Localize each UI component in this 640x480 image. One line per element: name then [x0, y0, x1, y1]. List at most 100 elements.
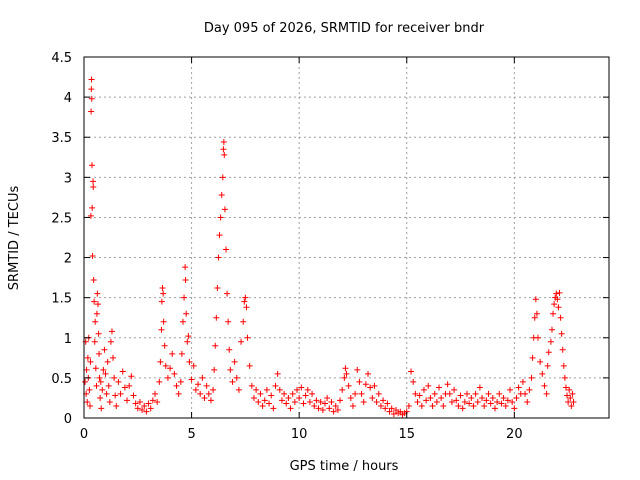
data-point: [88, 95, 95, 102]
data-point: [504, 397, 511, 404]
data-point: [476, 384, 483, 391]
data-point: [427, 394, 434, 401]
data-point: [354, 366, 361, 373]
data-point: [569, 390, 576, 397]
data-point: [367, 384, 374, 391]
data-point: [182, 277, 189, 284]
data-point: [266, 400, 273, 407]
data-point: [431, 390, 438, 397]
data-point: [88, 76, 95, 83]
data-point: [334, 406, 341, 413]
y-axis-label: SRMTID / TECUs: [7, 186, 22, 291]
data-point: [319, 406, 326, 413]
data-point: [345, 382, 352, 389]
data-point: [564, 392, 571, 399]
data-point: [92, 365, 99, 372]
data-point: [423, 397, 430, 404]
y-tick-label: 1: [64, 332, 72, 347]
data-point: [507, 386, 514, 393]
data-point: [117, 390, 124, 397]
data-point: [229, 378, 236, 385]
data-point: [369, 394, 376, 401]
data-point: [328, 398, 335, 405]
data-point: [115, 378, 122, 385]
data-point: [93, 382, 100, 389]
data-point: [82, 378, 89, 385]
data-point: [104, 358, 111, 365]
data-point: [241, 298, 248, 305]
data-point: [296, 394, 303, 401]
y-tick-label: 4: [64, 91, 72, 106]
data-point: [90, 277, 97, 284]
data-point: [87, 358, 94, 365]
data-point: [566, 386, 573, 393]
data-point: [177, 378, 184, 385]
data-point: [220, 139, 227, 146]
data-point: [487, 400, 494, 407]
data-point: [94, 301, 101, 308]
data-point: [83, 366, 90, 373]
data-point: [143, 408, 150, 415]
data-point: [311, 402, 318, 409]
data-point: [91, 338, 98, 345]
data-point: [101, 346, 108, 353]
data-point: [272, 382, 279, 389]
data-point: [157, 358, 164, 365]
data-point: [113, 402, 120, 409]
data-point: [438, 394, 445, 401]
data-point: [568, 402, 575, 409]
data-point: [158, 326, 165, 333]
data-point: [511, 405, 518, 412]
data-point: [105, 382, 112, 389]
data-point: [433, 398, 440, 405]
data-point: [459, 405, 466, 412]
data-point: [219, 174, 226, 181]
data-point: [304, 386, 311, 393]
data-point: [207, 397, 214, 404]
data-point: [349, 402, 356, 409]
data-point: [97, 394, 104, 401]
data-point: [164, 374, 171, 381]
data-point: [416, 392, 423, 399]
data-point: [87, 402, 94, 409]
data-point: [375, 390, 382, 397]
y-tick-label: 3.5: [51, 131, 72, 146]
data-point: [231, 358, 238, 365]
y-tick-label: 0: [64, 412, 72, 427]
data-point: [491, 405, 498, 412]
data-point: [167, 365, 174, 372]
data-point: [94, 290, 101, 297]
data-point: [291, 398, 298, 405]
data-point: [330, 408, 337, 415]
data-point: [261, 397, 268, 404]
data-point: [468, 394, 475, 401]
data-point: [160, 318, 167, 325]
data-point: [103, 390, 110, 397]
data-point: [178, 350, 185, 357]
data-point: [227, 366, 234, 373]
data-point: [414, 398, 421, 405]
plot-frame: [83, 56, 610, 419]
data-point: [190, 362, 197, 369]
data-point: [240, 318, 247, 325]
data-point: [250, 394, 257, 401]
data-point: [158, 298, 165, 305]
data-point: [524, 398, 531, 405]
data-point: [246, 362, 253, 369]
data-point: [124, 397, 131, 404]
data-point: [553, 290, 560, 297]
data-point: [238, 338, 245, 345]
data-point: [554, 296, 561, 303]
data-point: [436, 384, 443, 391]
data-point: [242, 294, 249, 301]
y-tick-label: 2: [64, 252, 72, 267]
data-point: [212, 342, 219, 349]
data-point: [397, 408, 404, 415]
data-point: [160, 290, 167, 297]
data-point: [224, 290, 231, 297]
data-point: [315, 405, 322, 412]
data-point: [225, 318, 232, 325]
data-point: [221, 206, 228, 213]
data-point: [268, 392, 275, 399]
data-point: [90, 183, 97, 190]
